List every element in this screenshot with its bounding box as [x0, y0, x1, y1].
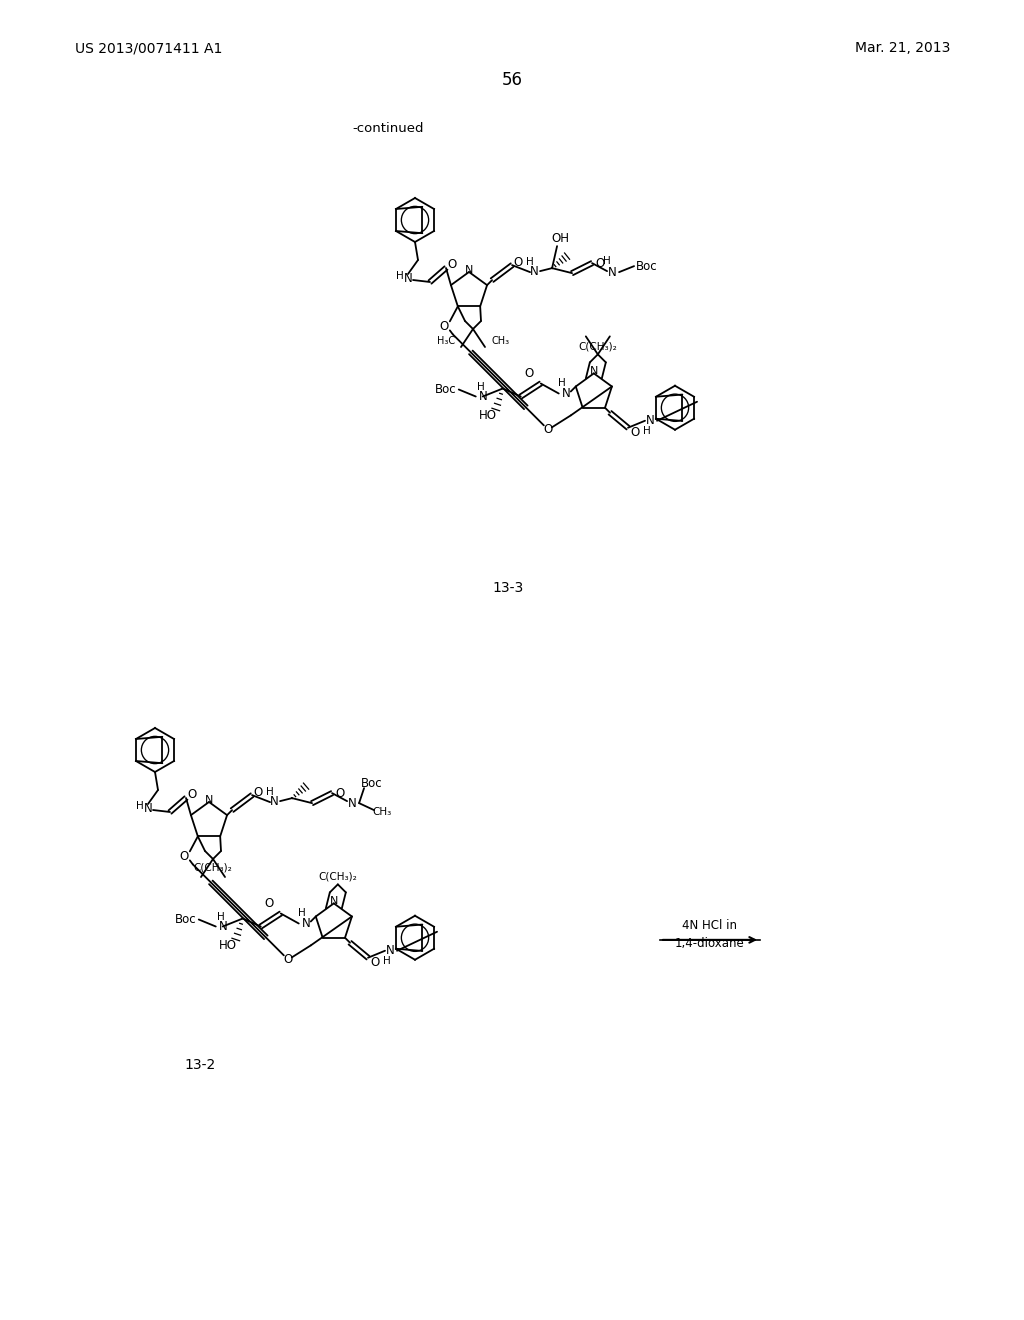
Text: N: N [403, 272, 413, 285]
Text: O: O [595, 256, 605, 269]
Text: N: N [143, 801, 153, 814]
Text: H: H [266, 787, 274, 797]
Text: C(CH₃)₂: C(CH₃)₂ [579, 342, 617, 351]
Text: N: N [465, 265, 473, 275]
Text: H₃C: H₃C [437, 337, 455, 346]
Text: N: N [529, 264, 539, 277]
Text: N: N [561, 387, 570, 400]
Text: O: O [284, 953, 293, 966]
Text: H: H [477, 381, 484, 392]
Text: N: N [607, 265, 616, 279]
Text: O: O [264, 898, 273, 909]
Text: O: O [336, 787, 345, 800]
Text: Boc: Boc [636, 260, 657, 273]
Text: Mar. 21, 2013: Mar. 21, 2013 [855, 41, 950, 55]
Text: N: N [386, 944, 394, 957]
Text: 56: 56 [502, 71, 522, 88]
Text: 4N HCl in: 4N HCl in [683, 919, 737, 932]
Text: H: H [298, 908, 305, 919]
Text: 13-2: 13-2 [184, 1059, 216, 1072]
Text: H: H [643, 426, 651, 436]
Text: H: H [383, 956, 391, 966]
Text: O: O [371, 956, 380, 969]
Text: N: N [218, 920, 227, 933]
Text: Boc: Boc [435, 383, 457, 396]
Text: C(CH₃)₂: C(CH₃)₂ [194, 862, 232, 873]
Text: N: N [205, 795, 213, 805]
Text: O: O [447, 257, 457, 271]
Text: N: N [330, 896, 338, 907]
Text: N: N [269, 795, 279, 808]
Text: HO: HO [219, 939, 237, 952]
Text: HO: HO [479, 409, 497, 422]
Text: H: H [217, 912, 224, 921]
Text: H: H [558, 379, 565, 388]
Text: N: N [590, 367, 598, 376]
Text: N: N [348, 797, 356, 809]
Text: 13-3: 13-3 [493, 581, 523, 595]
Text: 1,4-dioxane: 1,4-dioxane [675, 937, 744, 950]
Text: Boc: Boc [175, 913, 197, 927]
Text: O: O [543, 422, 553, 436]
Text: O: O [439, 319, 449, 333]
Text: O: O [187, 788, 197, 800]
Text: OH: OH [551, 231, 569, 244]
Text: O: O [179, 850, 188, 863]
Text: US 2013/0071411 A1: US 2013/0071411 A1 [75, 41, 222, 55]
Text: H: H [136, 801, 144, 810]
Text: H: H [396, 271, 403, 281]
Text: N: N [301, 917, 310, 931]
Text: O: O [254, 785, 263, 799]
Text: H: H [603, 256, 611, 267]
Text: O: O [524, 367, 534, 380]
Text: N: N [478, 389, 487, 403]
Text: -continued: -continued [352, 121, 424, 135]
Text: O: O [631, 426, 640, 440]
Text: O: O [513, 256, 522, 269]
Text: Boc: Boc [361, 776, 383, 789]
Text: N: N [645, 414, 654, 428]
Text: H: H [526, 257, 534, 267]
Text: CH₃: CH₃ [490, 337, 509, 346]
Text: CH₃: CH₃ [373, 807, 392, 817]
Text: C(CH₃)₂: C(CH₃)₂ [318, 871, 357, 882]
